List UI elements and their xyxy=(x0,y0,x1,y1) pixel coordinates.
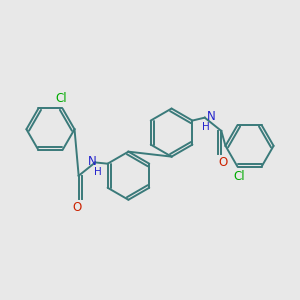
Text: Cl: Cl xyxy=(233,170,245,183)
Text: N: N xyxy=(88,155,97,168)
Text: Cl: Cl xyxy=(55,92,67,105)
Text: O: O xyxy=(218,156,228,169)
Text: N: N xyxy=(206,110,215,123)
Text: H: H xyxy=(94,167,102,177)
Text: O: O xyxy=(72,201,82,214)
Text: H: H xyxy=(202,122,209,132)
